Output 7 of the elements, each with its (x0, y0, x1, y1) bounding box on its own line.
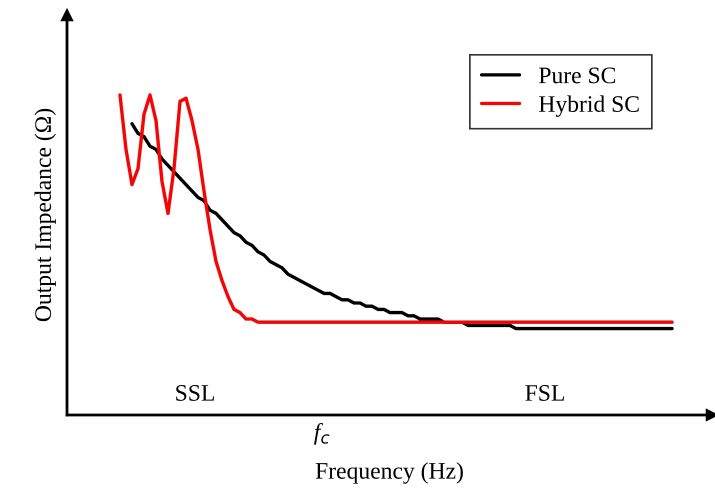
x-axis-title: Frequency (Hz) (316, 462, 463, 484)
legend-label: Pure SC (539, 68, 616, 84)
y-axis-title: Output Impedance (Ω) (34, 108, 56, 322)
text: f$_{c}$ (314, 423, 330, 445)
annotation: SSL (176, 385, 214, 401)
legend-label: Hybrid SC (539, 95, 639, 117)
annotation: FSL (525, 385, 564, 401)
